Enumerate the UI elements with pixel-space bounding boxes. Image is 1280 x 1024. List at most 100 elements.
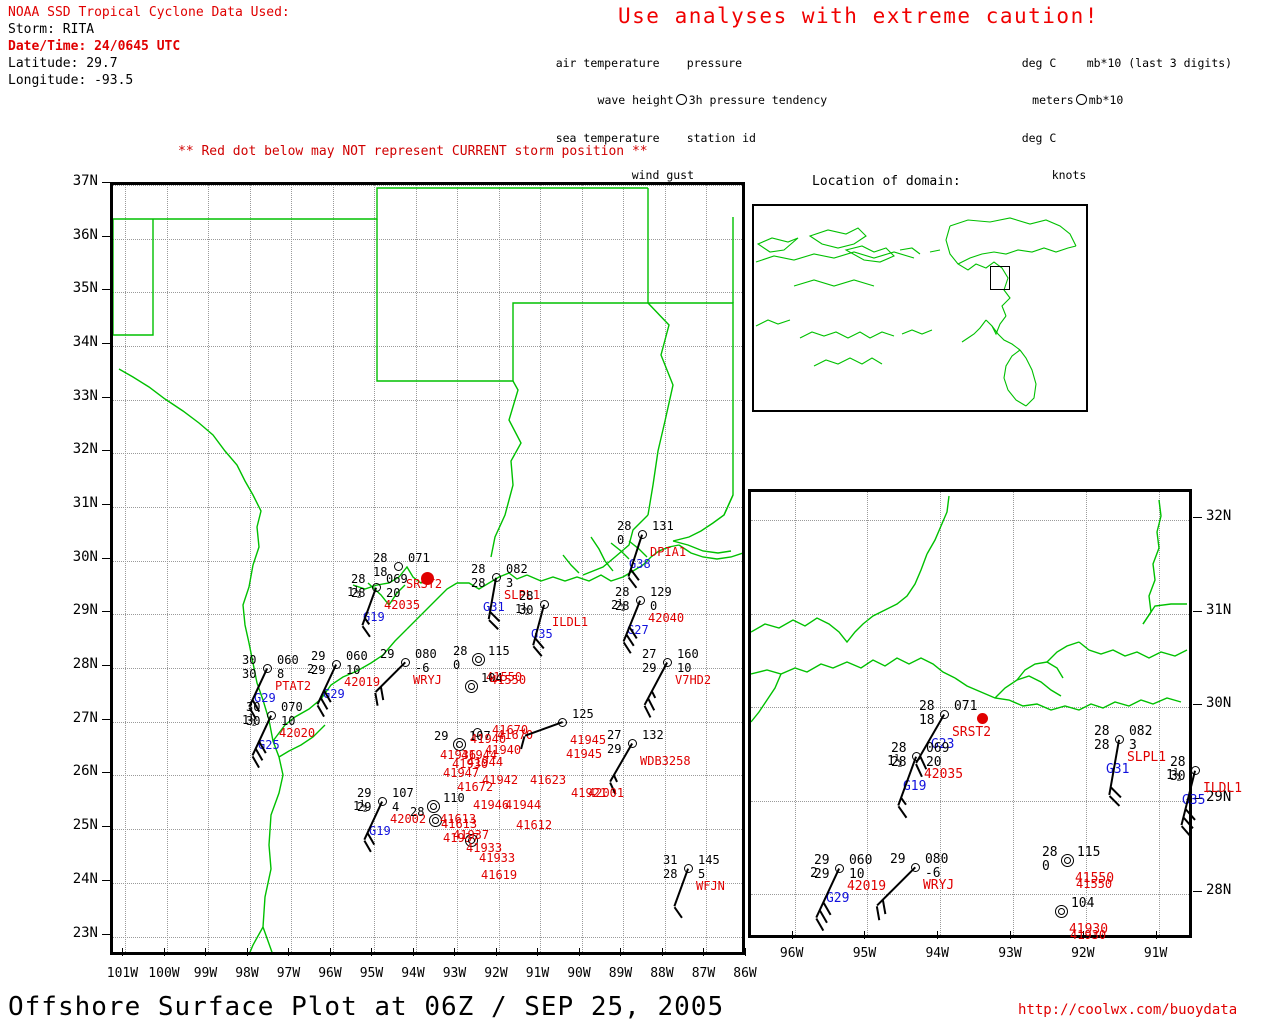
zoom-grid-line-lon	[867, 492, 869, 935]
main-x-tick-label: 100W	[148, 966, 180, 981]
zoom-grid-line-lat	[751, 613, 1189, 615]
zoom-x-tick	[1082, 931, 1084, 939]
main-y-tick-label: 34N	[72, 334, 98, 351]
main-x-tick	[122, 948, 124, 956]
caution-title: Use analyses with extreme caution!	[618, 4, 1099, 28]
grid-line-lat	[113, 882, 742, 884]
grid-line-lat	[113, 346, 742, 348]
main-x-tick-label: 91W	[525, 966, 550, 981]
main-y-tick-label: 28N	[72, 656, 98, 673]
locator-map-panel[interactable]	[752, 204, 1088, 412]
zoom-y-tick-label: 29N	[1206, 788, 1232, 805]
zoom-grid-line-lon	[794, 492, 796, 935]
main-y-tick	[102, 396, 110, 398]
zoom-y-tick	[1193, 704, 1202, 706]
legend-left: air temperature pressure wave height 3h pr…	[528, 44, 827, 194]
header-line-noaa: NOAA SSD Tropical Cyclone Data Used:	[8, 5, 290, 20]
main-y-tick	[102, 557, 110, 559]
main-y-tick-label: 35N	[72, 280, 98, 297]
zoom-x-tick	[1155, 931, 1157, 939]
footer-url[interactable]: http://coolwx.com/buoydata	[1018, 1002, 1238, 1018]
main-x-tick-label: 92W	[484, 966, 508, 981]
legend-label-wind-gust: wind gust	[631, 168, 695, 182]
grid-line-lat	[113, 560, 742, 562]
grid-line-lon	[332, 185, 334, 952]
legend-row-air-temperature: air temperature pressure	[528, 44, 827, 82]
main-x-tick	[412, 948, 414, 956]
zoom-grid-line-lat	[751, 894, 1189, 896]
main-x-tick-label: 95W	[359, 966, 384, 981]
locator-domain-box	[990, 266, 1010, 290]
grid-line-lat	[113, 936, 742, 938]
zoom-x-tick-label: 96W	[779, 946, 804, 961]
footer-title: Offshore Surface Plot at 06Z / SEP 25, 2…	[8, 992, 725, 1022]
main-x-tick	[745, 948, 746, 956]
main-x-tick	[661, 948, 663, 956]
main-y-tick	[102, 450, 110, 452]
main-map-panel[interactable]	[110, 182, 745, 955]
legend-units-row-degc-2: deg C	[994, 119, 1232, 157]
zoom-grid-line-lat	[751, 520, 1189, 522]
legend-units-row-knots: knots	[994, 157, 1232, 195]
grid-line-lon	[706, 185, 708, 952]
grid-line-lat	[113, 829, 742, 831]
header-line-datetime: Date/Time: 24/0645 UTC	[8, 39, 181, 54]
main-x-tick	[703, 948, 705, 956]
grid-line-lon	[581, 185, 583, 952]
legend-label-pressure: pressure	[686, 55, 743, 70]
main-y-tick-label: 37N	[72, 173, 98, 189]
zoom-y-tick	[1193, 797, 1202, 799]
zoom-map-panel[interactable]	[748, 489, 1192, 938]
grid-line-lon	[457, 185, 459, 952]
zoom-x-tick-label: 91W	[1143, 946, 1168, 961]
zoom-y-tick-label: 28N	[1206, 882, 1232, 899]
zoom-map-coastline	[751, 495, 1188, 723]
legend-unit-pressure-mb: mb*10 (last 3 digits)	[1086, 55, 1233, 70]
grid-line-lat	[113, 453, 742, 455]
grid-line-lat	[113, 668, 742, 670]
zoom-y-tick-label: 32N	[1206, 508, 1232, 525]
main-x-tick	[371, 948, 373, 956]
main-y-tick	[102, 504, 110, 506]
grid-line-lat	[113, 399, 742, 401]
legend-circle-icon-2	[1075, 94, 1087, 105]
main-y-tick-label: 25N	[72, 817, 98, 834]
grid-line-lon	[208, 185, 210, 952]
legend-unit-gust-knots: knots	[1051, 168, 1087, 182]
zoom-x-tick-label: 94W	[925, 946, 949, 961]
main-y-tick	[102, 933, 110, 935]
header-info-block: NOAA SSD Tropical Cyclone Data Used: Sto…	[8, 4, 290, 89]
zoom-y-tick	[1193, 610, 1202, 612]
zoom-grid-line-lon	[1013, 492, 1015, 935]
main-x-tick	[288, 948, 290, 956]
main-y-tick	[102, 826, 110, 828]
main-x-tick-label: 86W	[733, 966, 757, 981]
grid-line-lon	[166, 185, 168, 952]
grid-line-lat	[113, 238, 742, 240]
main-y-tick	[102, 289, 110, 291]
legend-right-units: deg C mb*10 (last 3 digits) meters mb*10 d…	[994, 44, 1232, 194]
main-x-tick-label: 97W	[276, 966, 301, 981]
grid-line-lat	[113, 292, 742, 294]
main-y-tick-label: 30N	[72, 548, 98, 565]
legend-label-pressure-tendency: 3h pressure tendency	[688, 93, 828, 107]
grid-line-lon	[291, 185, 293, 952]
main-x-tick-label: 96W	[318, 966, 342, 981]
main-x-tick-label: 98W	[235, 966, 259, 981]
zoom-grid-line-lon	[1085, 492, 1087, 935]
grid-line-lat	[113, 614, 742, 616]
main-x-tick	[537, 948, 539, 956]
station-circle-icon	[1191, 766, 1200, 775]
zoom-x-tick	[1010, 931, 1012, 939]
legend-unit-tendency-mb: mb*10	[1088, 93, 1124, 107]
main-y-tick-label: 27N	[72, 709, 98, 726]
main-map-coastline	[113, 187, 742, 952]
main-y-tick-label: 26N	[72, 763, 98, 780]
grid-line-lon	[664, 185, 666, 952]
main-y-tick	[102, 665, 110, 667]
grid-line-lon	[415, 185, 417, 952]
legend-units-row-degc-1: deg C mb*10 (last 3 digits)	[994, 44, 1232, 82]
zoom-y-tick-label: 31N	[1206, 601, 1232, 618]
legend-label-wave-height: wave height	[597, 93, 674, 107]
main-x-tick	[620, 948, 622, 956]
